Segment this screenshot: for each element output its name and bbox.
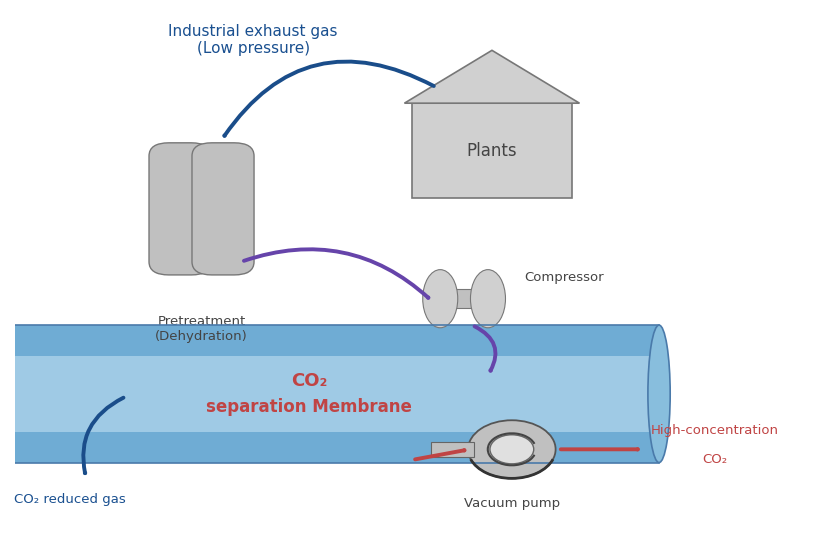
Text: Plants: Plants: [467, 142, 517, 160]
Text: CO₂: CO₂: [702, 453, 728, 466]
Bar: [0, 325, 659, 462]
Ellipse shape: [471, 270, 506, 328]
Circle shape: [490, 435, 533, 464]
FancyBboxPatch shape: [156, 235, 247, 272]
Text: High-concentration: High-concentration: [650, 425, 779, 437]
Bar: [412, 103, 572, 198]
Text: CO₂: CO₂: [291, 372, 327, 390]
Polygon shape: [404, 50, 580, 103]
Bar: [440, 289, 488, 308]
Circle shape: [468, 420, 555, 478]
Text: Industrial exhaust gas
(Low pressure): Industrial exhaust gas (Low pressure): [168, 23, 338, 56]
Ellipse shape: [648, 325, 670, 462]
Ellipse shape: [423, 270, 458, 328]
Text: Compressor: Compressor: [524, 271, 603, 284]
Text: CO₂ reduced gas: CO₂ reduced gas: [15, 493, 126, 506]
FancyBboxPatch shape: [192, 143, 254, 275]
Bar: [0, 356, 651, 431]
Text: separation Membrane: separation Membrane: [206, 398, 412, 416]
FancyBboxPatch shape: [431, 442, 475, 457]
FancyBboxPatch shape: [149, 143, 211, 275]
Text: Vacuum pump: Vacuum pump: [463, 497, 560, 510]
Text: Pretreatment
(Dehydration): Pretreatment (Dehydration): [155, 315, 248, 342]
